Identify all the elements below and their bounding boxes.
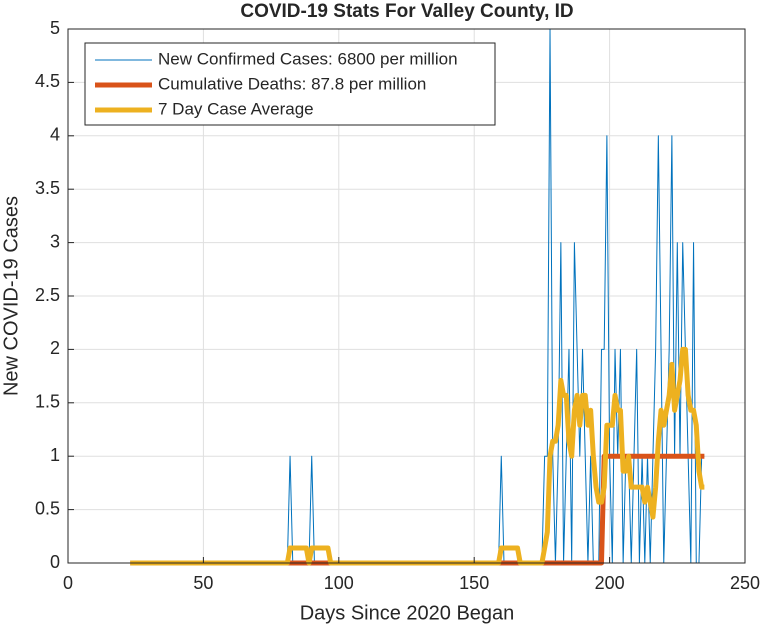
y-tick-label: 0	[50, 552, 60, 572]
x-tick-label: 200	[595, 573, 625, 593]
x-tick-label: 50	[193, 573, 213, 593]
y-tick-label: 1	[50, 445, 60, 465]
y-tick-label: 1.5	[35, 392, 60, 412]
x-axis-label: Days Since 2020 Began	[300, 602, 515, 624]
x-tick-label: 150	[459, 573, 489, 593]
y-tick-label: 3.5	[35, 178, 60, 198]
y-axis-label: New COVID-19 Cases	[0, 196, 22, 396]
y-tick-label: 2	[50, 338, 60, 358]
y-tick-label: 3	[50, 231, 60, 251]
x-tick-label: 250	[730, 573, 760, 593]
y-tick-label: 4	[50, 125, 60, 145]
y-tick-label: 2.5	[35, 285, 60, 305]
x-tick-label: 0	[63, 573, 73, 593]
y-tick-label: 4.5	[35, 71, 60, 91]
chart-title: COVID-19 Stats For Valley County, ID	[240, 1, 573, 22]
y-tick-label: 5	[50, 18, 60, 38]
legend-box	[84, 42, 496, 126]
x-tick-label: 100	[324, 573, 354, 593]
y-tick-label: 0.5	[35, 498, 60, 518]
legend-label: New Confirmed Cases: 6800 per million	[158, 49, 458, 68]
legend-label: Cumulative Deaths: 87.8 per million	[158, 74, 426, 93]
legend-label: 7 Day Case Average	[158, 99, 314, 118]
